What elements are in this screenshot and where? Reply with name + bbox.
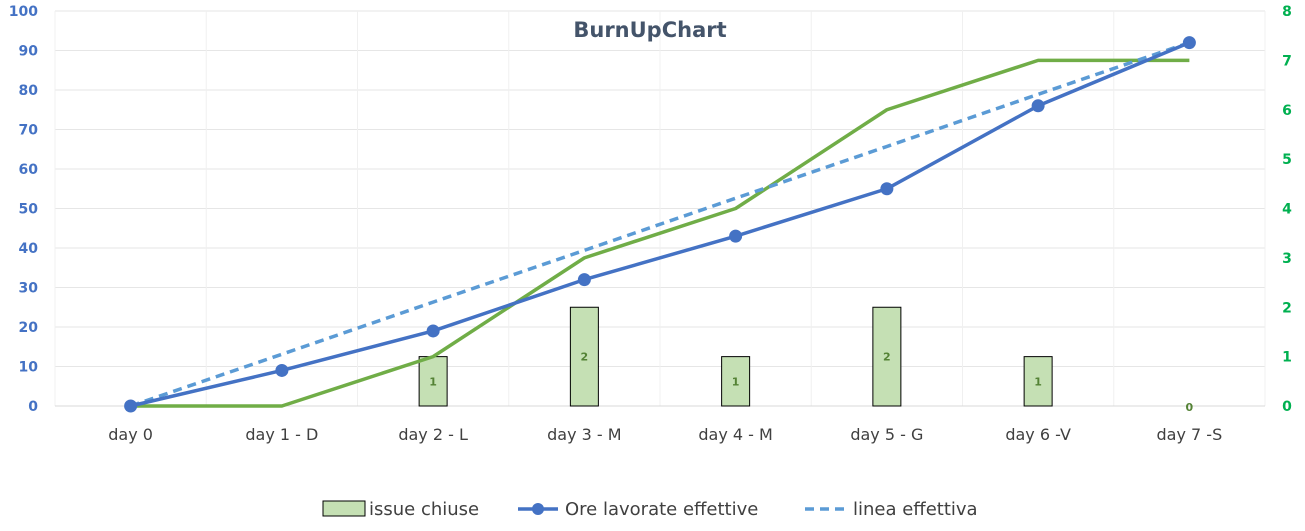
- x-tick-label: day 4 - M: [698, 425, 772, 444]
- bar-data-label: 1: [429, 375, 437, 388]
- bar-data-label: 2: [883, 351, 891, 364]
- y-right-tick-label: 4: [1282, 202, 1292, 218]
- y-right-tick-label: 1: [1282, 350, 1292, 366]
- ore-lavorate-point: [880, 182, 894, 196]
- y-right-tick-label: 7: [1282, 53, 1292, 69]
- y-left-tick-label: 10: [19, 360, 39, 376]
- ore-lavorate-point: [124, 399, 138, 413]
- x-tick-label: day 1 - D: [245, 425, 318, 444]
- y-left-tick-label: 20: [19, 320, 39, 336]
- ore-lavorate-line: [130, 40, 1191, 408]
- ore-lavorate-point: [729, 229, 743, 243]
- y-left-tick-label: 60: [19, 162, 39, 178]
- bar-data-label: 0: [1186, 401, 1194, 414]
- issue-bar: [721, 356, 751, 407]
- y-left-tick-label: 100: [9, 4, 38, 20]
- green-line: [130, 58, 1190, 408]
- y-right-tick-label: 5: [1282, 152, 1292, 168]
- ore-lavorate-point: [577, 273, 591, 287]
- ore-lavorate-point: [275, 363, 289, 377]
- x-tick-label: day 2 - L: [398, 425, 468, 444]
- x-tick-label: day 7 -S: [1157, 425, 1223, 444]
- x-tick-label: day 6 -V: [1005, 425, 1071, 444]
- y-axis-left: 0 10 20 30 40 50 60 70 80 90 100: [9, 4, 38, 415]
- ore-lavorate-point: [426, 324, 440, 338]
- ore-lavorate-point: [1182, 36, 1196, 50]
- issue-bar: [872, 306, 902, 407]
- ore-lavorate-point: [1031, 99, 1045, 113]
- bar-data-label: 2: [581, 351, 589, 364]
- y-axis-right: 0 1 2 3 4 5 6 7 8: [1282, 4, 1292, 415]
- y-left-tick-label: 90: [19, 44, 39, 60]
- legend-label-issue-chiuse: issue chiuse: [369, 499, 479, 520]
- y-right-tick-label: 2: [1282, 300, 1292, 316]
- x-axis: day 0 day 1 - D day 2 - L day 3 - M day 4 - …: [108, 425, 1222, 444]
- y-left-tick-label: 30: [19, 281, 39, 297]
- gridlines: [54, 10, 1266, 407]
- chart-title: BurnUpChart: [573, 18, 726, 42]
- y-right-tick-label: 0: [1282, 399, 1292, 415]
- issue-bar: [1023, 356, 1053, 407]
- legend-label-ore-lavorate: Ore lavorate effettive: [565, 499, 758, 520]
- bar-data-label: 1: [732, 375, 740, 388]
- y-left-tick-label: 0: [28, 399, 38, 415]
- series-lines: [124, 36, 1196, 413]
- legend: issue chiuse Ore lavorate effettive linea …: [322, 499, 978, 520]
- x-tick-label: day 5 - G: [850, 425, 923, 444]
- legend-swatch-issue-chiuse: [322, 500, 366, 517]
- legend-label-linea-effettiva: linea effettiva: [853, 499, 978, 520]
- y-right-tick-label: 8: [1282, 4, 1292, 20]
- issue-bars: 1 2 1 2 1 0: [418, 306, 1194, 414]
- x-tick-label: day 0: [108, 425, 153, 444]
- x-tick-label: day 3 - M: [547, 425, 621, 444]
- y-left-tick-label: 70: [19, 123, 39, 139]
- legend-swatch-ore-marker: [532, 503, 544, 515]
- y-right-tick-label: 3: [1282, 251, 1292, 267]
- y-left-tick-label: 80: [19, 83, 39, 99]
- issue-bar: [569, 306, 599, 407]
- y-left-tick-label: 40: [19, 241, 39, 257]
- y-right-tick-label: 6: [1282, 103, 1292, 119]
- y-left-tick-label: 50: [19, 202, 39, 218]
- linea-effettiva-line: [130, 40, 1190, 408]
- bar-data-label: 1: [1034, 375, 1042, 388]
